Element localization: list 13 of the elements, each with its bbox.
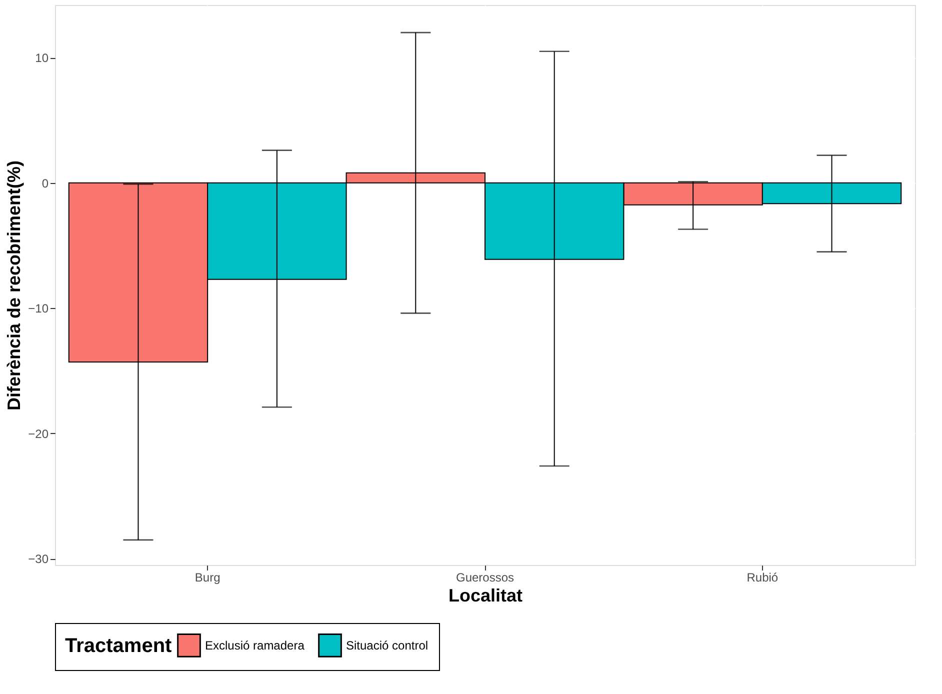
x-tick-label: Burg — [194, 570, 220, 584]
y-tick-label: −10 — [28, 302, 49, 316]
y-tick-label: 10 — [35, 51, 49, 66]
x-tick-label: Guerossos — [456, 570, 514, 584]
legend-label: Situació control — [346, 638, 428, 652]
legend-title: Tractament — [65, 635, 172, 657]
legend-label: Exclusió ramadera — [205, 638, 305, 652]
y-axis-title: Diferència de recobriment(%) — [4, 160, 24, 411]
y-tick-label: 0 — [42, 176, 49, 190]
y-tick-label: −20 — [28, 426, 49, 441]
x-axis-title: Localitat — [448, 586, 523, 606]
x-tick-label: Rubió — [746, 570, 778, 584]
y-tick-label: −30 — [28, 552, 49, 566]
